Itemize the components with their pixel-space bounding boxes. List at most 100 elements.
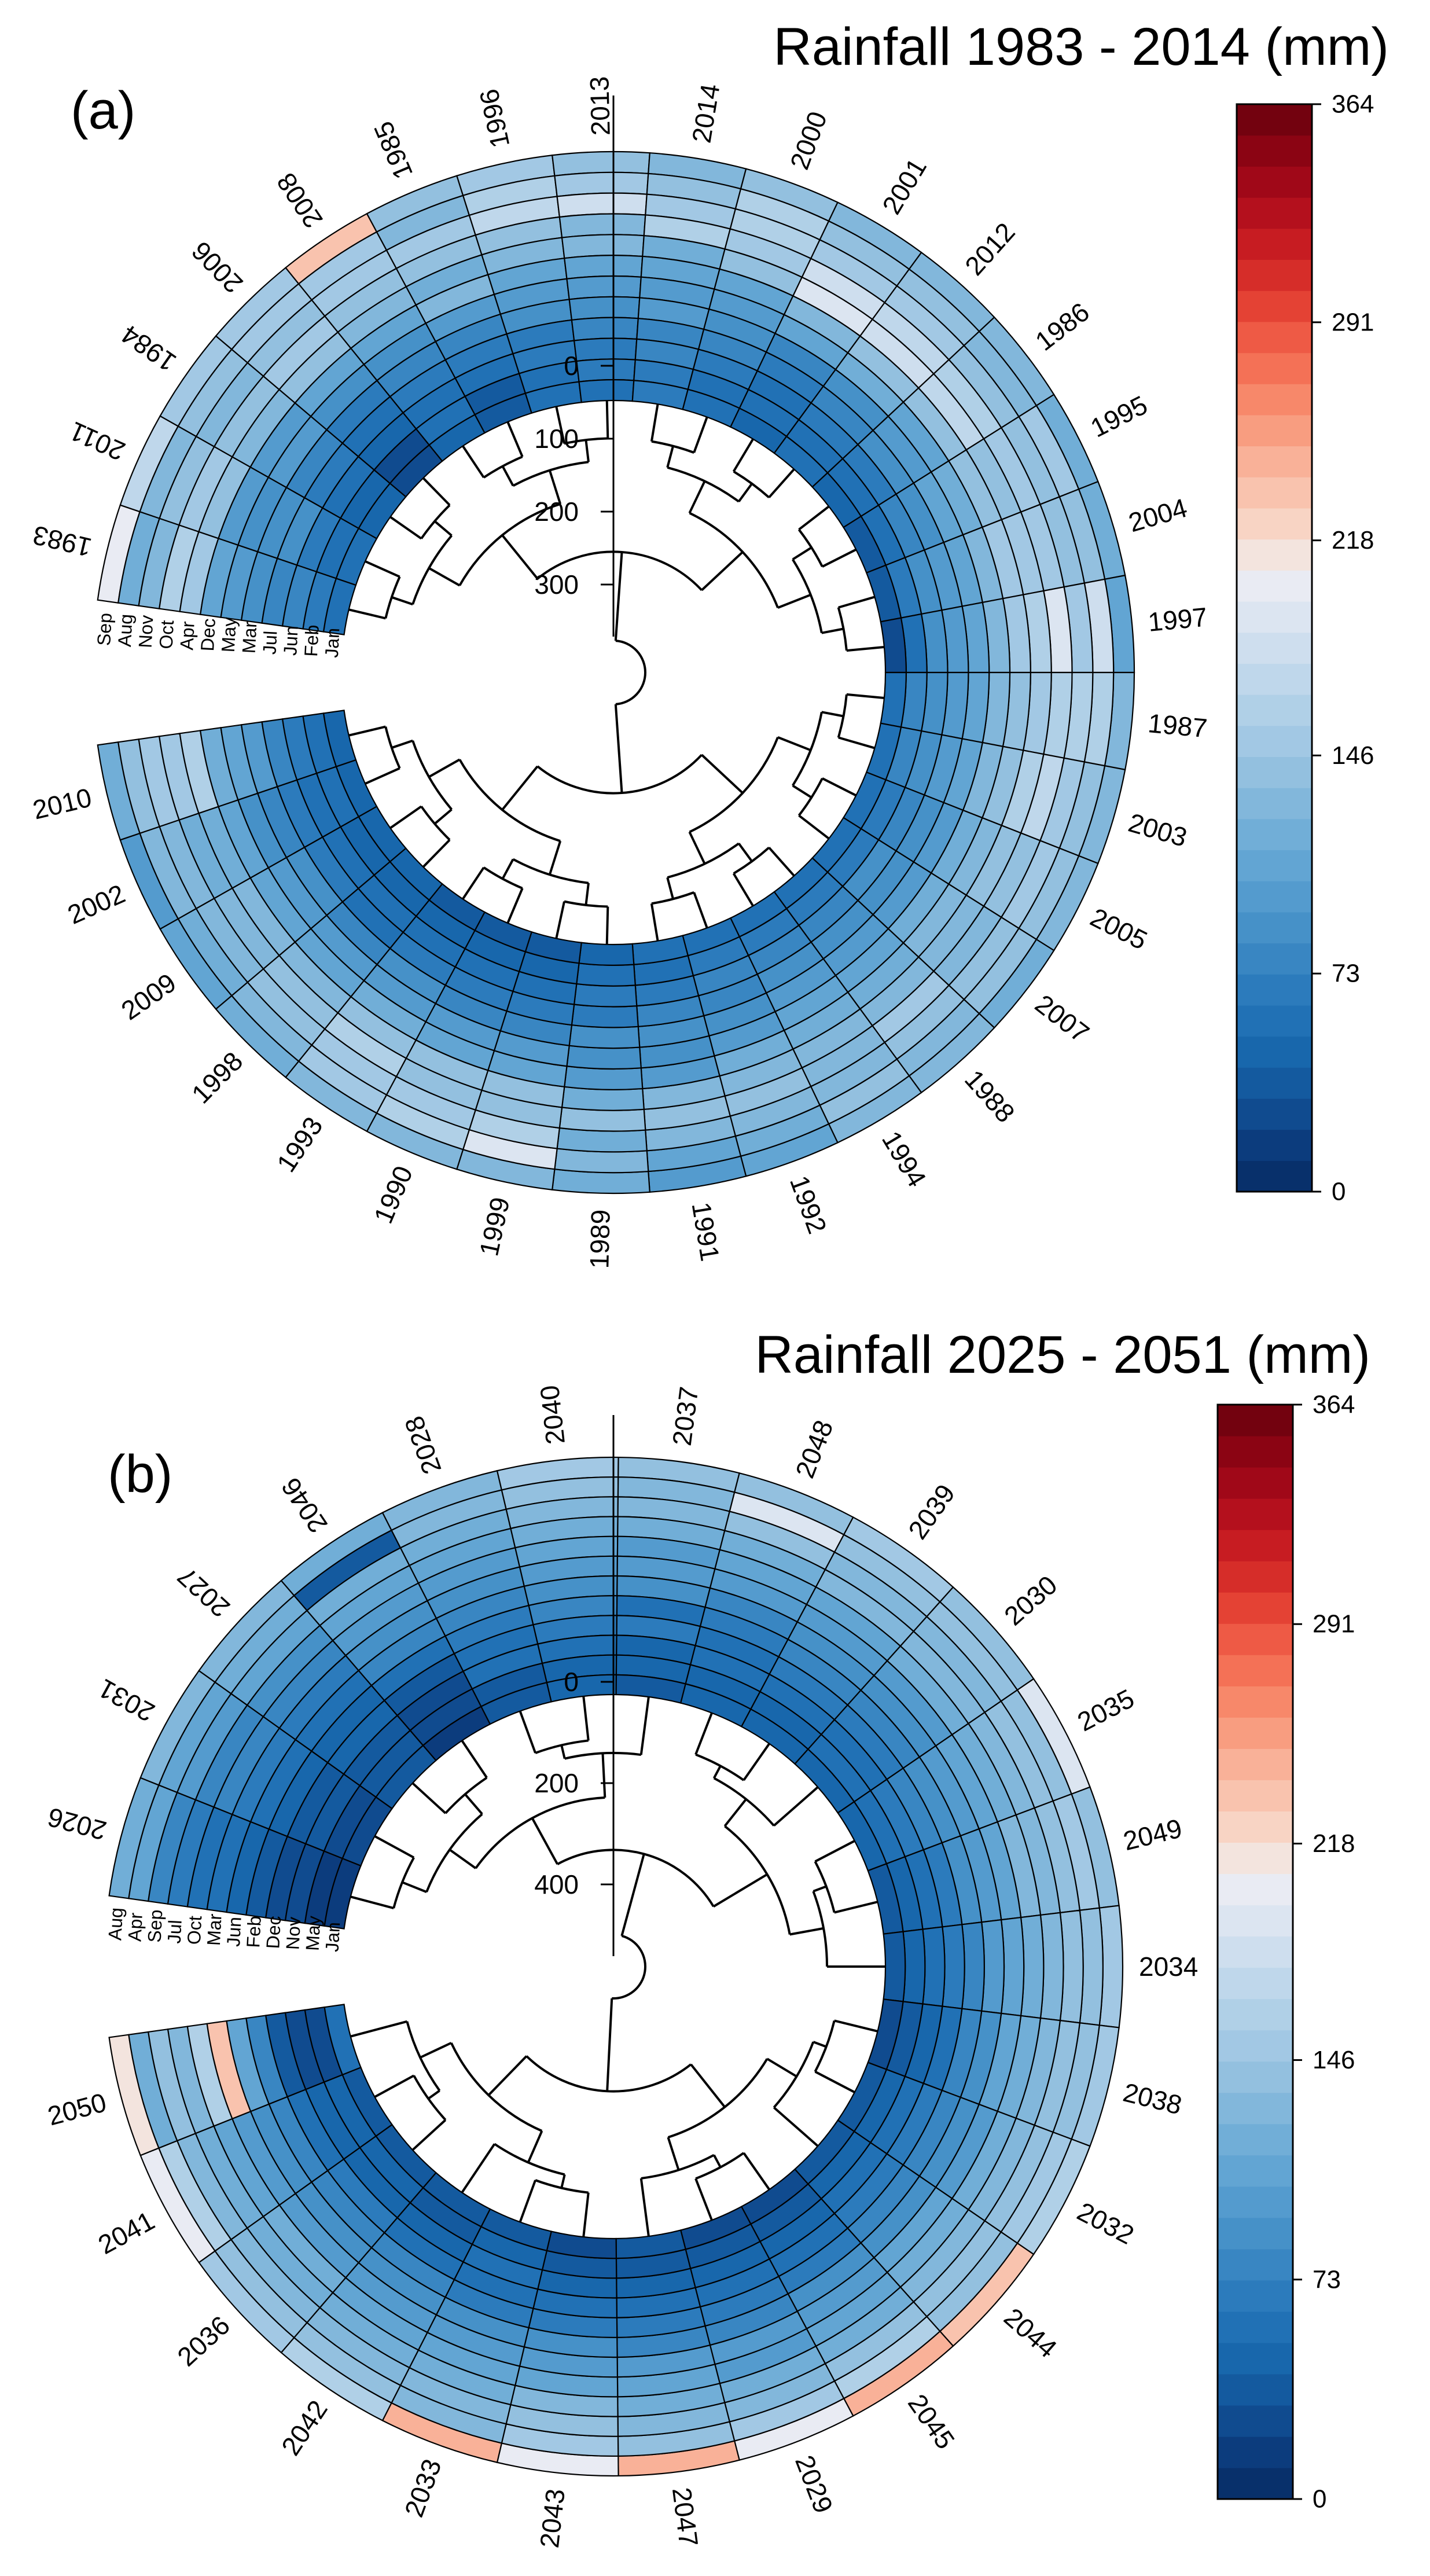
dendrogram-branch: [846, 645, 885, 652]
colorbar-segment: [1237, 352, 1312, 384]
dendrogram-branch: [560, 1744, 566, 1759]
dendrogram-branch: [527, 2130, 543, 2163]
year-label-2039: 2039: [902, 1479, 961, 1545]
dendrogram-branch: [548, 840, 562, 875]
dendrogram-branch: [712, 1873, 768, 1908]
year-label-2049: 2049: [1120, 1813, 1185, 1856]
dendrogram-arc: [612, 1934, 646, 2000]
month-label-feb: Feb: [242, 1915, 265, 1948]
dendrogram-branch: [639, 1696, 650, 1755]
dendrogram-branch: [402, 1881, 427, 1893]
panel-a-1983-2014: Rainfall 1983 - 2014 (mm) (a) 1983 2011 19…: [30, 17, 1389, 1269]
colorbar-segment: [1237, 259, 1312, 291]
dendrogram-branch: [555, 406, 565, 444]
dendrogram-branch: [420, 2042, 452, 2059]
month-label-mar: Mar: [203, 1913, 226, 1946]
dendrogram-branch: [501, 534, 539, 580]
dendrogram-branch: [821, 711, 844, 718]
dendrogram-branch: [838, 596, 876, 609]
colorbar-label-218: 218: [1332, 526, 1374, 554]
panel-b-colorbar: 0 73 146 218 291 364: [1216, 1391, 1355, 2513]
dendrogram-branch: [348, 725, 386, 737]
dendrogram-branch: [693, 892, 708, 928]
colorbar-label-364: 364: [1313, 1391, 1355, 1419]
year-label-1987: 1987: [1146, 708, 1208, 743]
dendrogram-branch: [605, 906, 609, 945]
colorbar-segment: [1218, 2155, 1293, 2187]
colorbar-segment: [1218, 2248, 1293, 2281]
colorbar-segment: [1237, 104, 1312, 136]
month-label-apr: Apr: [124, 1912, 146, 1942]
month-label-feb: Feb: [300, 624, 323, 657]
dendrogram-branch: [742, 2152, 770, 2191]
colorbar-segment: [1218, 2030, 1293, 2062]
colorbar-segment: [1237, 881, 1312, 913]
dendrogram-branch: [548, 470, 562, 505]
colorbar-segment: [1237, 1098, 1312, 1130]
colorbar-segment: [1218, 2373, 1293, 2406]
year-label-1991: 1991: [686, 1200, 726, 1263]
colorbar-segment: [1237, 228, 1312, 260]
year-label-2036: 2036: [171, 2310, 236, 2372]
dendrogram-branch: [433, 809, 453, 825]
heat-cell-2013-jun: [573, 337, 638, 362]
year-label-2038: 2038: [1120, 2077, 1185, 2121]
dendrogram-branch: [821, 627, 844, 634]
heat-cell-1989-feb: [576, 962, 636, 987]
colorbar-segment: [1237, 384, 1312, 416]
colorbar-segment: [1237, 756, 1312, 788]
dendrogram-branch: [737, 483, 753, 502]
dendrogram-branch: [798, 505, 830, 531]
colorbar-segment: [1218, 2467, 1293, 2500]
dendrogram-branch: [639, 2178, 650, 2237]
dendrogram-branch: [813, 1885, 827, 1893]
year-label-2000: 2000: [784, 108, 833, 174]
dendrogram-branch: [501, 858, 514, 880]
dendrogram-branch: [768, 847, 795, 877]
year-label-2044: 2044: [998, 2302, 1063, 2364]
colorbar-segment: [1218, 2061, 1293, 2093]
dendrogram-branch: [650, 903, 659, 942]
year-label-1990: 1990: [368, 1162, 419, 1228]
dendrogram-branch: [582, 2192, 590, 2237]
year-label-1995: 1995: [1086, 389, 1152, 443]
colorbar-label-0: 0: [1332, 1178, 1346, 1206]
dendrogram-axis-label-100: 100: [534, 424, 579, 454]
month-label-may: May: [302, 1915, 324, 1951]
panel-a-dendrogram: [348, 400, 885, 945]
month-label-apr: Apr: [176, 620, 198, 651]
colorbar-segment: [1218, 2092, 1293, 2125]
dendrogram-branch: [723, 1798, 747, 1827]
dendrogram-branch: [422, 839, 451, 868]
month-label-aug: Aug: [114, 613, 137, 648]
heat-cell-2013-feb: [576, 358, 636, 383]
heat-cell-1989-jul: [571, 1004, 639, 1028]
year-label-2004: 2004: [1125, 493, 1190, 538]
colorbar-segment: [1237, 818, 1312, 851]
colorbar-segment: [1218, 1405, 1293, 1436]
colorbar-segment: [1218, 1686, 1293, 1718]
year-label-2011: 2011: [65, 416, 130, 467]
year-label-2030: 2030: [998, 1570, 1063, 1631]
colorbar-segment: [1218, 1780, 1293, 1811]
dendrogram-branch: [462, 866, 485, 900]
heat-cell-2034-jan: [883, 1931, 906, 2002]
dendrogram-branch: [814, 1840, 855, 1863]
heat-cell-1989-oct: [558, 1107, 646, 1132]
colorbar-segment: [1218, 1498, 1293, 1530]
colorbar-label-364: 364: [1332, 90, 1374, 119]
year-label-2048: 2048: [789, 1416, 839, 1482]
colorbar-segment: [1237, 694, 1312, 726]
colorbar-segment: [1218, 1655, 1293, 1686]
dendrogram-branch: [605, 400, 609, 439]
dendrogram-branch: [693, 417, 708, 453]
dendrogram-branch: [428, 758, 461, 778]
colorbar-segment: [1237, 197, 1312, 229]
heat-cell-1989-apr: [561, 1086, 645, 1111]
year-label-2006: 2006: [186, 236, 249, 299]
year-label-2047: 2047: [667, 2486, 704, 2548]
dendrogram-branch: [773, 1786, 819, 1827]
month-label-sep: Sep: [93, 612, 116, 646]
colorbar-label-73: 73: [1332, 960, 1360, 988]
dendrogram-branch: [411, 2119, 447, 2151]
